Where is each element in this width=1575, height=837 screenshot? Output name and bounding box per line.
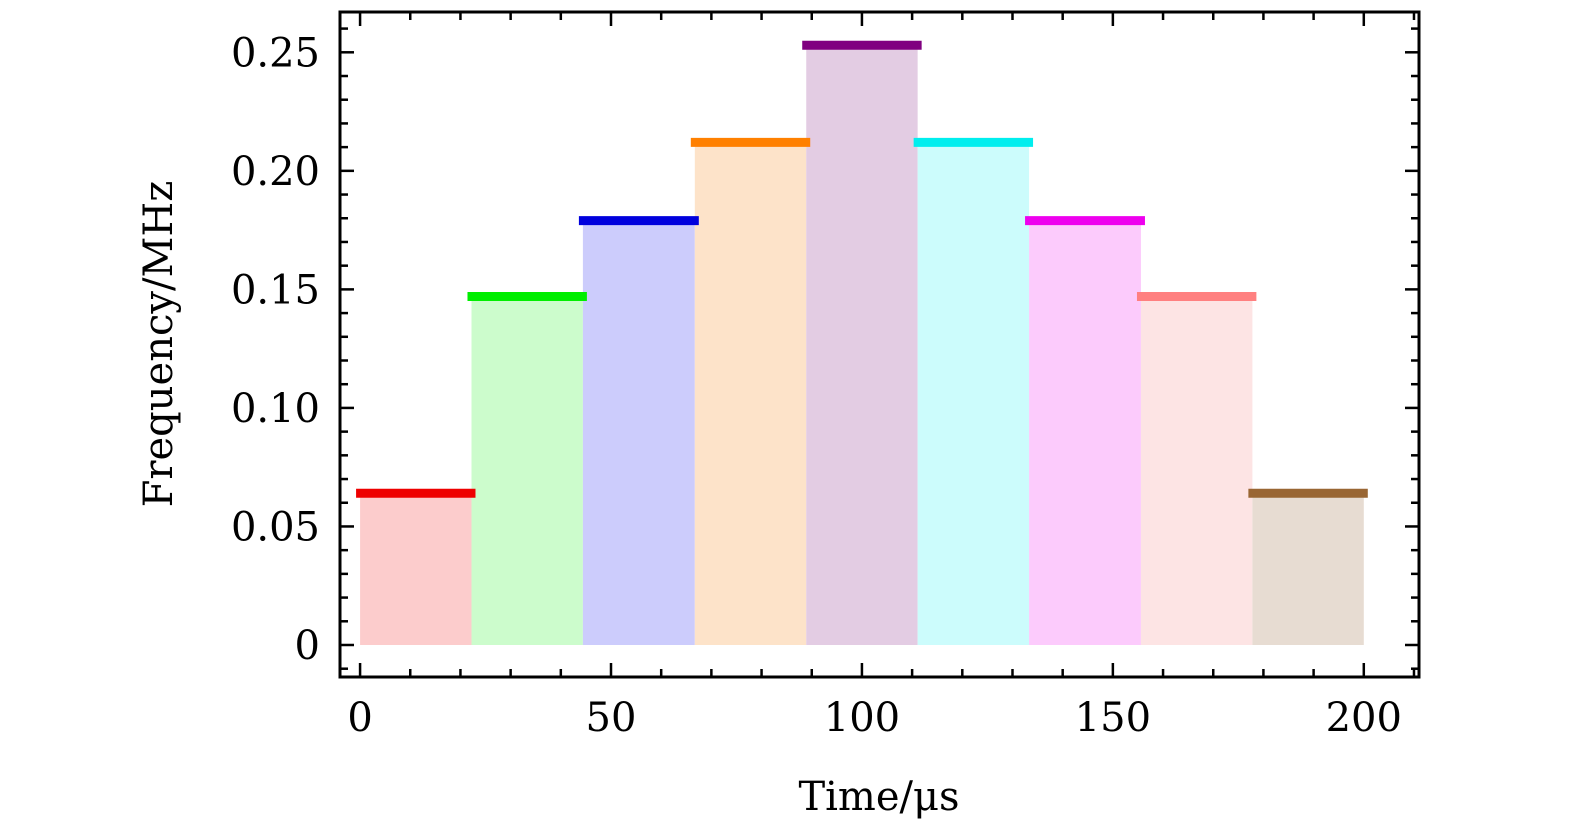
- y-tick-label: 0.10: [231, 386, 320, 432]
- x-tick-label: 0: [347, 695, 372, 741]
- y-tick-label: 0.05: [231, 504, 320, 550]
- x-tick-label: 150: [1075, 695, 1151, 741]
- y-tick-label: 0.25: [231, 30, 320, 76]
- y-axis-title: Frequency/MHz: [136, 181, 182, 508]
- y-tick-label: 0.20: [231, 149, 320, 195]
- tick-labels: 0 50 100 150 200 0 0.05 0.10 0.15 0.20 0.25: [231, 30, 1402, 741]
- plot-area: [356, 40, 1368, 645]
- bar-3: [582, 220, 695, 645]
- bar-8: [1140, 296, 1253, 645]
- bar-6: [917, 142, 1030, 645]
- bar-2: [471, 296, 583, 645]
- y-tick-label: 0: [295, 623, 320, 669]
- plot-frame: [338, 10, 1421, 679]
- y-tick-label: 0.15: [231, 267, 320, 313]
- x-tick-label: 200: [1326, 695, 1402, 741]
- bar-9: [1252, 493, 1364, 645]
- x-tick-label: 100: [824, 695, 900, 741]
- x-tick-label: 50: [586, 695, 637, 741]
- x-axis-title: Time/μs: [798, 774, 959, 820]
- bar-7: [1029, 220, 1141, 645]
- bar-4: [694, 142, 807, 645]
- bar-5: [806, 45, 918, 645]
- bar-1: [360, 493, 472, 645]
